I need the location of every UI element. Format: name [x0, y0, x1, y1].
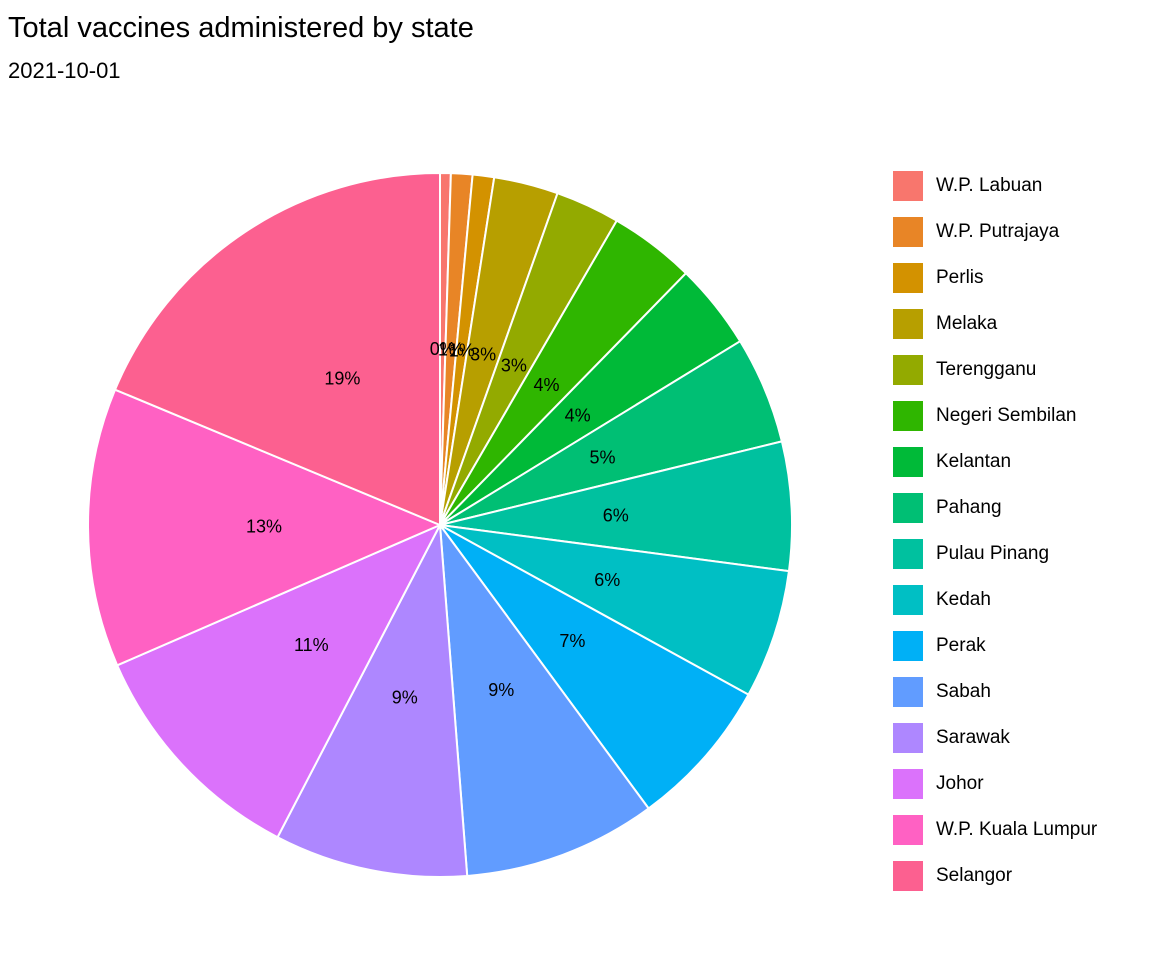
- legend-item-selangor: Selangor: [893, 861, 1097, 891]
- legend-swatch-perak: [893, 631, 923, 661]
- legend-swatch-negeri-sembilan: [893, 401, 923, 431]
- legend-label-johor: Johor: [936, 773, 984, 794]
- legend-swatch-sarawak: [893, 723, 923, 753]
- pie-pct-label-perlis: 1%: [449, 340, 475, 360]
- pie-pct-label-johor: 11%: [294, 635, 329, 655]
- pie-pct-label-kedah: 6%: [594, 570, 620, 590]
- pie-slice-w-p-kuala-lumpur: [87, 388, 441, 667]
- pie-pct-label-terengganu: 3%: [501, 355, 527, 375]
- legend-item-w-p-labuan: W.P. Labuan: [893, 171, 1097, 201]
- legend-label-sarawak: Sarawak: [936, 727, 1010, 748]
- legend-item-melaka: Melaka: [893, 309, 1097, 339]
- pie-slice-selangor: [114, 172, 441, 526]
- pie-pct-label-melaka: 3%: [470, 344, 496, 364]
- legend-item-johor: Johor: [893, 769, 1097, 799]
- pie-pct-label-negeri-sembilan: 4%: [533, 375, 559, 395]
- pie-pct-label-w-p-kuala-lumpur: 13%: [246, 516, 282, 536]
- legend-item-kelantan: Kelantan: [893, 447, 1097, 477]
- legend-swatch-w-p-labuan: [893, 171, 923, 201]
- chart-title: Total vaccines administered by state: [8, 12, 474, 44]
- legend-swatch-johor: [893, 769, 923, 799]
- legend-swatch-pulau-pinang: [893, 539, 923, 569]
- legend-swatch-perlis: [893, 263, 923, 293]
- pie-slice-sarawak: [276, 524, 469, 878]
- legend-item-w-p-kuala-lumpur: W.P. Kuala Lumpur: [893, 815, 1097, 845]
- legend-swatch-melaka: [893, 309, 923, 339]
- pie-pct-label-sabah: 9%: [488, 680, 514, 700]
- legend-label-negeri-sembilan: Negeri Sembilan: [936, 405, 1077, 426]
- pie-pct-label-selangor: 19%: [324, 369, 360, 389]
- legend-label-perlis: Perlis: [936, 267, 984, 288]
- legend-swatch-w-p-kuala-lumpur: [893, 815, 923, 845]
- legend-label-terengganu: Terengganu: [936, 359, 1037, 380]
- pie-pct-label-perak: 7%: [559, 631, 585, 651]
- pie-slice-sabah: [439, 524, 650, 877]
- legend-swatch-sabah: [893, 677, 923, 707]
- legend-item-terengganu: Terengganu: [893, 355, 1097, 385]
- legend-label-selangor: Selangor: [936, 865, 1013, 886]
- pie-pct-label-sarawak: 9%: [392, 688, 418, 708]
- legend-label-w-p-labuan: W.P. Labuan: [936, 175, 1043, 196]
- legend-label-kedah: Kedah: [936, 589, 991, 610]
- legend-label-sabah: Sabah: [936, 681, 991, 702]
- pie-slice-johor: [116, 524, 441, 839]
- legend-label-melaka: Melaka: [936, 313, 998, 334]
- pie-slice-perak: [439, 524, 750, 810]
- legend-item-pahang: Pahang: [893, 493, 1097, 523]
- pie-pct-label-pahang: 5%: [589, 447, 615, 467]
- pie-slice-kedah: [439, 524, 790, 696]
- legend-swatch-pahang: [893, 493, 923, 523]
- legend-swatch-selangor: [893, 861, 923, 891]
- legend-swatch-kedah: [893, 585, 923, 615]
- legend-item-perlis: Perlis: [893, 263, 1097, 293]
- legend-swatch-kelantan: [893, 447, 923, 477]
- legend-item-w-p-putrajaya: W.P. Putrajaya: [893, 217, 1097, 247]
- legend-label-perak: Perak: [936, 635, 986, 656]
- legend-label-pahang: Pahang: [936, 497, 1002, 518]
- legend-item-kedah: Kedah: [893, 585, 1097, 615]
- legend-label-kelantan: Kelantan: [936, 451, 1012, 472]
- legend-swatch-terengganu: [893, 355, 923, 385]
- pie-pct-label-w-p-putrajaya: 1%: [438, 339, 464, 359]
- pie-slice-pulau-pinang: [439, 440, 793, 573]
- legend-item-pulau-pinang: Pulau Pinang: [893, 539, 1097, 569]
- pie-pct-label-kelantan: 4%: [565, 405, 591, 425]
- legend-item-perak: Perak: [893, 631, 1097, 661]
- legend-label-w-p-putrajaya: W.P. Putrajaya: [936, 221, 1060, 242]
- legend-item-negeri-sembilan: Negeri Sembilan: [893, 401, 1097, 431]
- pie-pct-label-w-p-labuan: 0%: [430, 339, 456, 359]
- legend-item-sabah: Sabah: [893, 677, 1097, 707]
- legend-label-pulau-pinang: Pulau Pinang: [936, 543, 1050, 564]
- legend-swatch-w-p-putrajaya: [893, 217, 923, 247]
- legend-item-sarawak: Sarawak: [893, 723, 1097, 753]
- pie-pct-label-pulau-pinang: 6%: [603, 506, 629, 526]
- legend-label-w-p-kuala-lumpur: W.P. Kuala Lumpur: [936, 819, 1098, 840]
- legend: W.P. Labuan W.P. Putrajaya Perlis Melaka Ter…: [893, 171, 1097, 891]
- chart-subtitle: 2021-10-01: [8, 58, 121, 83]
